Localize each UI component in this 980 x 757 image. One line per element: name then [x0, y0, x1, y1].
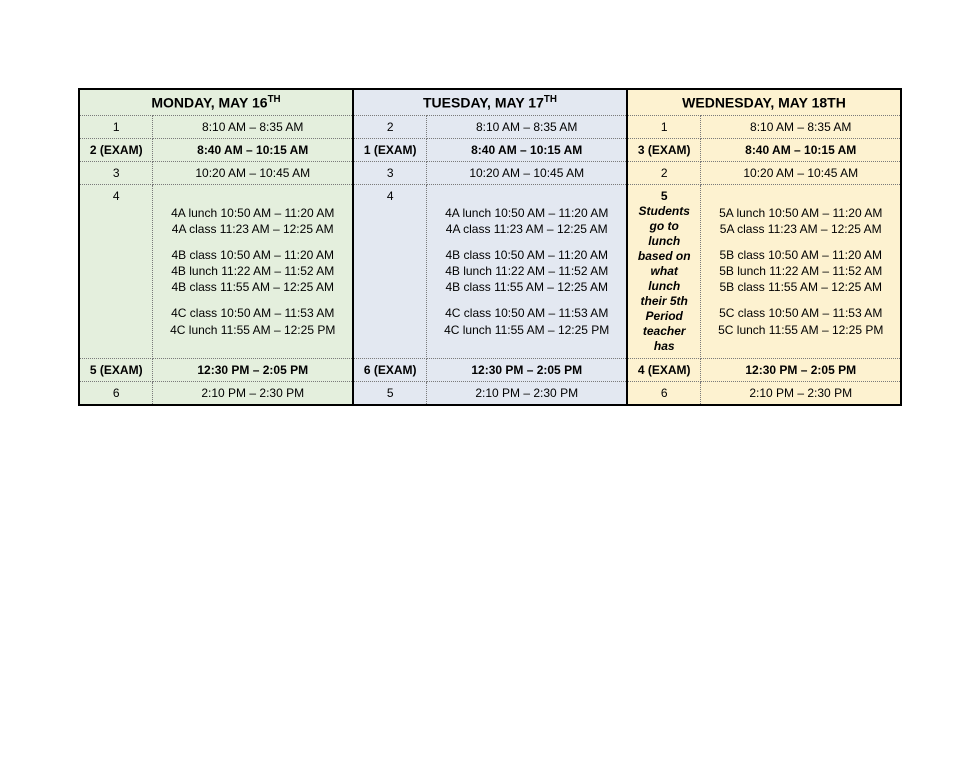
header-monday-text: MONDAY, MAY 16 — [151, 95, 267, 111]
lunch-line: 4A lunch 10:50 AM – 11:20 AM — [159, 205, 346, 221]
lunch-cell: 5A lunch 10:50 AM – 11:20 AM5A class 11:… — [701, 184, 901, 358]
lunch-line: 5B class 10:50 AM – 11:20 AM — [707, 247, 894, 263]
time-cell: 12:30 PM – 2:05 PM — [153, 358, 353, 381]
period-cell: 3 (EXAM) — [627, 138, 701, 161]
lunch-line: 5B lunch 11:22 AM – 11:52 AM — [707, 263, 894, 279]
time-cell: 12:30 PM – 2:05 PM — [701, 358, 901, 381]
header-wednesday: WEDNESDAY, MAY 18TH — [627, 89, 901, 115]
table-row: 3 10:20 AM – 10:45 AM 3 10:20 AM – 10:45… — [79, 161, 901, 184]
header-tuesday-text: TUESDAY, MAY 17 — [423, 95, 544, 111]
time-cell: 2:10 PM – 2:30 PM — [427, 381, 627, 405]
lunch-cell: 4A lunch 10:50 AM – 11:20 AM4A class 11:… — [427, 184, 627, 358]
period-cell: 4 — [79, 184, 153, 358]
spacer — [433, 295, 620, 305]
period-cell: 6 (EXAM) — [353, 358, 427, 381]
time-cell: 8:10 AM – 8:35 AM — [153, 115, 353, 138]
spacer — [159, 295, 346, 305]
lunch-line: 4A lunch 10:50 AM – 11:20 AM — [433, 205, 620, 221]
time-cell: 8:10 AM – 8:35 AM — [701, 115, 901, 138]
spacer — [159, 237, 346, 247]
period-cell: 2 — [627, 161, 701, 184]
time-cell: 2:10 PM – 2:30 PM — [153, 381, 353, 405]
spacer — [433, 237, 620, 247]
period-cell: 6 — [627, 381, 701, 405]
lunch-line: 4A class 11:23 AM – 12:25 AM — [433, 221, 620, 237]
period-cell: 3 — [353, 161, 427, 184]
period-cell: 6 — [79, 381, 153, 405]
lunch-line: 4C lunch 11:55 AM – 12:25 PM — [159, 322, 346, 338]
time-cell: 12:30 PM – 2:05 PM — [427, 358, 627, 381]
lunch-line: 4C lunch 11:55 AM – 12:25 PM — [433, 322, 620, 338]
lunch-line: 4B class 10:50 AM – 11:20 AM — [159, 247, 346, 263]
lunch-line: 5A class 11:23 AM – 12:25 AM — [707, 221, 894, 237]
period-cell: 1 — [627, 115, 701, 138]
time-cell: 2:10 PM – 2:30 PM — [701, 381, 901, 405]
lunch-line: 4B lunch 11:22 AM – 11:52 AM — [433, 263, 620, 279]
period-number: 5 — [634, 189, 694, 204]
lunch-line: 5B class 11:55 AM – 12:25 AM — [707, 279, 894, 295]
table-row: 6 2:10 PM – 2:30 PM 5 2:10 PM – 2:30 PM … — [79, 381, 901, 405]
lunch-note: Students go to lunch based on what lunch… — [638, 204, 691, 353]
schedule-table: MONDAY, MAY 16TH TUESDAY, MAY 17TH WEDNE… — [78, 88, 902, 406]
header-wednesday-text: WEDNESDAY, MAY 18TH — [682, 95, 846, 111]
period-cell: 2 — [353, 115, 427, 138]
period-cell: 5 — [353, 381, 427, 405]
lunch-line: 4B class 11:55 AM – 12:25 AM — [159, 279, 346, 295]
lunch-line: 5C lunch 11:55 AM – 12:25 PM — [707, 322, 894, 338]
lunch-line: 4B class 10:50 AM – 11:20 AM — [433, 247, 620, 263]
time-cell: 8:40 AM – 10:15 AM — [701, 138, 901, 161]
table-row: 1 8:10 AM – 8:35 AM 2 8:10 AM – 8:35 AM … — [79, 115, 901, 138]
period-cell: 1 (EXAM) — [353, 138, 427, 161]
table-row: 2 (EXAM) 8:40 AM – 10:15 AM 1 (EXAM) 8:4… — [79, 138, 901, 161]
time-cell: 10:20 AM – 10:45 AM — [427, 161, 627, 184]
lunch-line: 4A class 11:23 AM – 12:25 AM — [159, 221, 346, 237]
period-cell: 1 — [79, 115, 153, 138]
header-monday-sup: TH — [268, 94, 281, 105]
lunch-line: 5C class 10:50 AM – 11:53 AM — [707, 305, 894, 321]
period-cell: 4 — [353, 184, 427, 358]
period-cell: 3 — [79, 161, 153, 184]
table-row: 5 (EXAM) 12:30 PM – 2:05 PM 6 (EXAM) 12:… — [79, 358, 901, 381]
lunch-line: 4B lunch 11:22 AM – 11:52 AM — [159, 263, 346, 279]
lunch-line: 4B class 11:55 AM – 12:25 AM — [433, 279, 620, 295]
header-tuesday-sup: TH — [544, 94, 557, 105]
lunch-cell: 4A lunch 10:50 AM – 11:20 AM4A class 11:… — [153, 184, 353, 358]
lunch-line: 5A lunch 10:50 AM – 11:20 AM — [707, 205, 894, 221]
time-cell: 10:20 AM – 10:45 AM — [153, 161, 353, 184]
header-monday: MONDAY, MAY 16TH — [79, 89, 353, 115]
time-cell: 8:10 AM – 8:35 AM — [427, 115, 627, 138]
header-row: MONDAY, MAY 16TH TUESDAY, MAY 17TH WEDNE… — [79, 89, 901, 115]
spacer — [707, 237, 894, 247]
spacer — [707, 295, 894, 305]
time-cell: 8:40 AM – 10:15 AM — [153, 138, 353, 161]
header-tuesday: TUESDAY, MAY 17TH — [353, 89, 627, 115]
table-row: 4 4A lunch 10:50 AM – 11:20 AM4A class 1… — [79, 184, 901, 358]
period-cell: 4 (EXAM) — [627, 358, 701, 381]
lunch-line: 4C class 10:50 AM – 11:53 AM — [433, 305, 620, 321]
page: MONDAY, MAY 16TH TUESDAY, MAY 17TH WEDNE… — [0, 0, 980, 757]
period-cell: 5 (EXAM) — [79, 358, 153, 381]
time-cell: 8:40 AM – 10:15 AM — [427, 138, 627, 161]
time-cell: 10:20 AM – 10:45 AM — [701, 161, 901, 184]
period-cell: 2 (EXAM) — [79, 138, 153, 161]
lunch-line: 4C class 10:50 AM – 11:53 AM — [159, 305, 346, 321]
period-cell-with-note: 5 Students go to lunch based on what lun… — [627, 184, 701, 358]
